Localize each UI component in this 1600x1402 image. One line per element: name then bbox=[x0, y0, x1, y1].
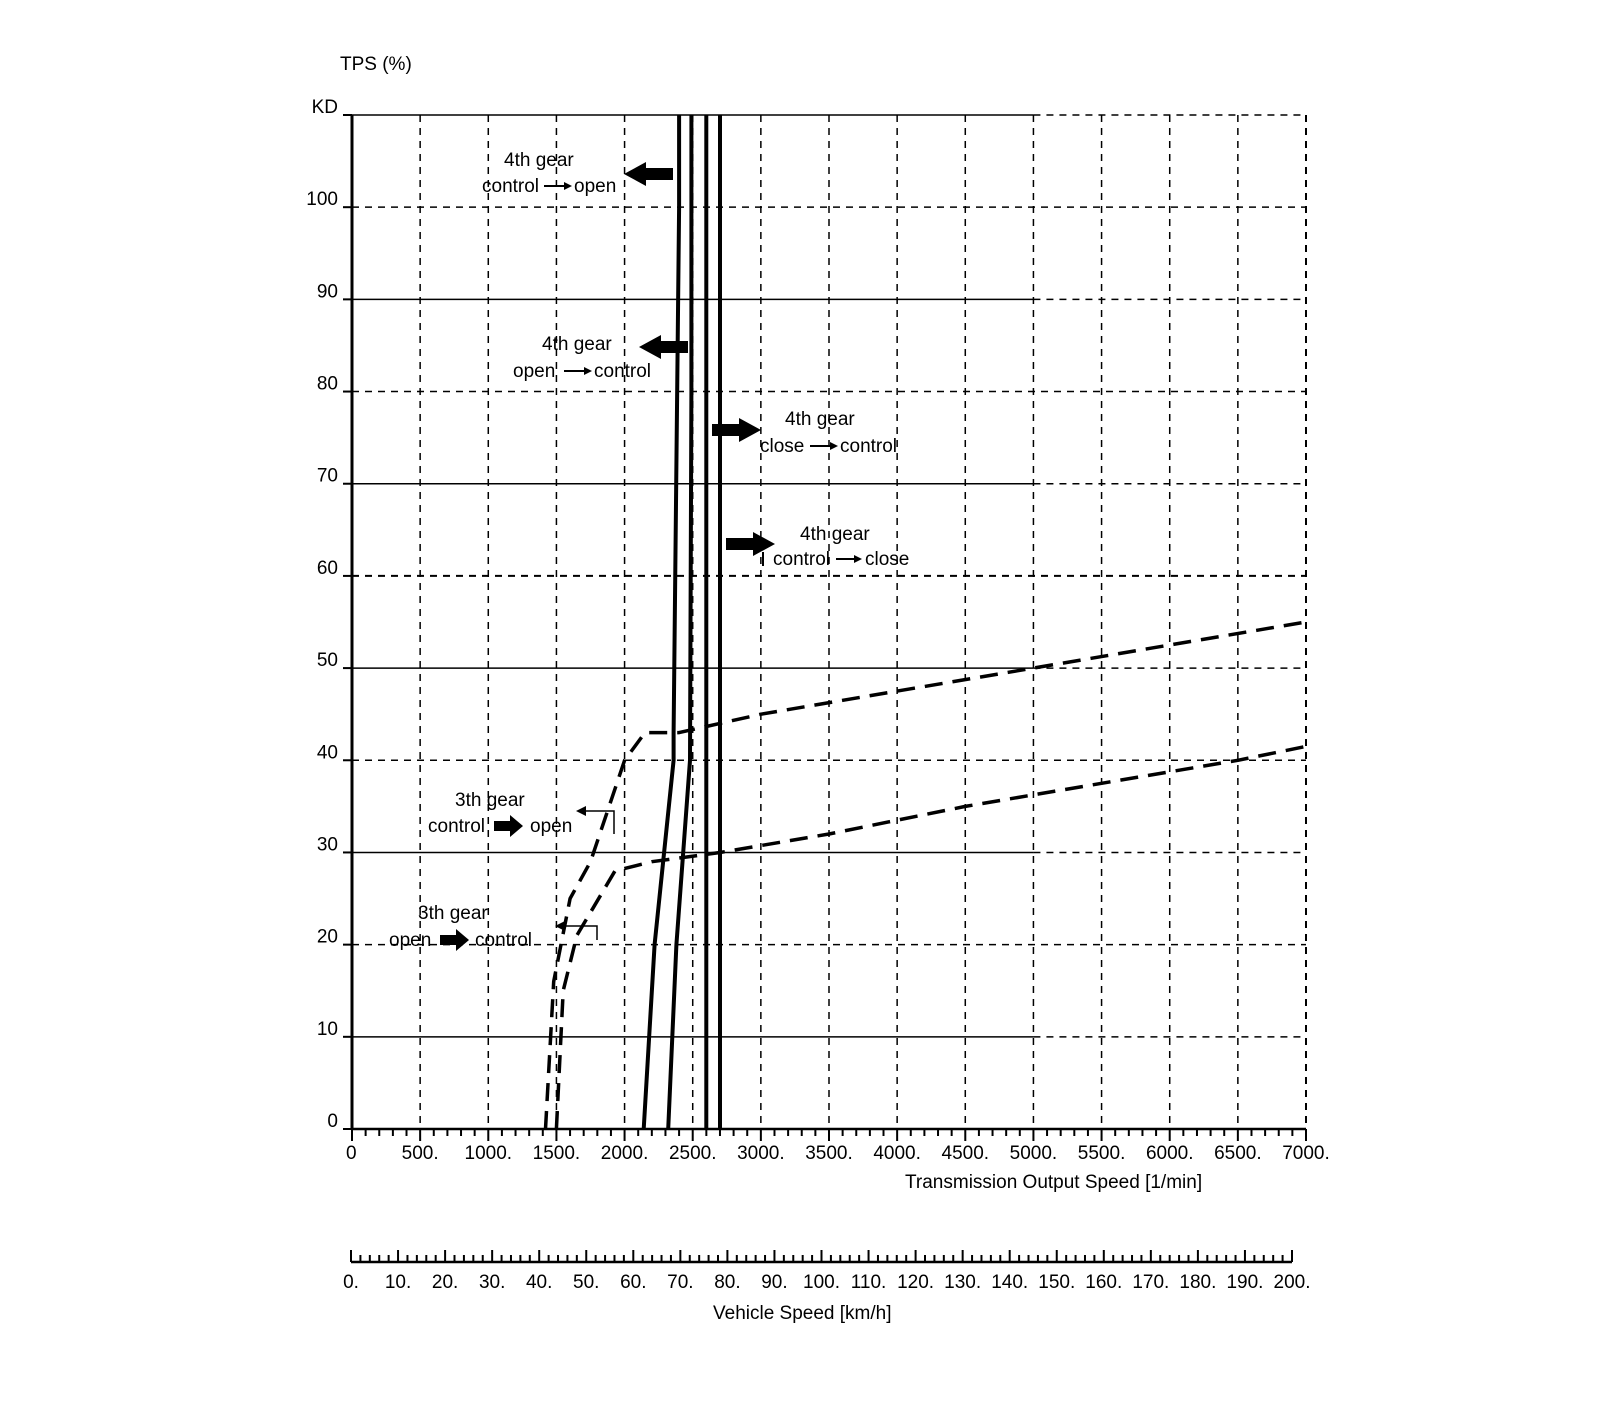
secondary-tick-label: 150. bbox=[1038, 1272, 1075, 1293]
secondary-tick-label: 50. bbox=[573, 1272, 599, 1293]
y-tick-label: 40 bbox=[317, 742, 338, 763]
annotation-to: control bbox=[594, 361, 651, 382]
annotation-4th-control-open: 4th gear control open bbox=[482, 150, 673, 197]
secondary-axis-title: Vehicle Speed [km/h] bbox=[713, 1303, 892, 1324]
y-tick-label: 10 bbox=[317, 1019, 338, 1040]
annotation-from: open bbox=[513, 361, 555, 382]
secondary-tick-label: 90. bbox=[761, 1272, 787, 1293]
right-arrow-icon bbox=[726, 532, 775, 556]
series-line bbox=[543, 620, 1307, 1130]
annotation-4th-control-close: 4th gear control close bbox=[726, 524, 909, 570]
x-tick-label: 6000. bbox=[1146, 1143, 1194, 1164]
y-tick-label: 60 bbox=[317, 558, 338, 579]
secondary-tick-label: 70. bbox=[667, 1272, 693, 1293]
annotation-4th-close-control: 4th gear close control bbox=[712, 409, 897, 457]
annotation-title: 3th gear bbox=[418, 903, 488, 924]
x-tick-label: 0 bbox=[346, 1143, 357, 1164]
x-axis-title: Transmission Output Speed [1/min] bbox=[905, 1172, 1202, 1193]
y-tick-label: 100 bbox=[306, 189, 338, 210]
annotation-3th-open-control: 3th gear open control bbox=[389, 903, 598, 951]
y-tick-label: 50 bbox=[317, 650, 338, 671]
secondary-tick-label: 0. bbox=[343, 1272, 359, 1293]
y-tick-label: 30 bbox=[317, 834, 338, 855]
right-arrow-icon bbox=[440, 929, 469, 951]
right-arrow-icon bbox=[712, 418, 761, 442]
secondary-tick-label: 100. bbox=[803, 1272, 840, 1293]
leader-line bbox=[557, 925, 598, 940]
x-tick-label: 2500. bbox=[669, 1143, 717, 1164]
annotation-title: 4th gear bbox=[504, 150, 574, 171]
secondary-tick-label: 80. bbox=[714, 1272, 740, 1293]
secondary-tick-label: 130. bbox=[944, 1272, 981, 1293]
leader-line bbox=[578, 810, 615, 834]
y-tick-label: 70 bbox=[317, 466, 338, 487]
annotation-to: close bbox=[865, 549, 909, 570]
annotation-to: open bbox=[530, 816, 572, 837]
annotation-from: control bbox=[428, 816, 485, 837]
small-arrowhead-icon bbox=[830, 442, 838, 450]
secondary-tick-label: 200. bbox=[1274, 1272, 1311, 1293]
series-line bbox=[641, 115, 682, 1130]
annotation-to: open bbox=[574, 176, 616, 197]
secondary-tick-label: 180. bbox=[1179, 1272, 1216, 1293]
annotation-title: 4th gear bbox=[800, 524, 870, 545]
secondary-tick-label: 20. bbox=[432, 1272, 458, 1293]
y-tick-label: 90 bbox=[317, 281, 338, 302]
x-tick-label: 500. bbox=[402, 1143, 439, 1164]
y-tick-label: 20 bbox=[317, 927, 338, 948]
secondary-tick-label: 60. bbox=[620, 1272, 646, 1293]
x-tick-label: 3500. bbox=[805, 1143, 853, 1164]
y-tick-label: KD bbox=[312, 97, 338, 118]
series-line bbox=[554, 744, 1307, 1130]
y-tick-label: 80 bbox=[317, 374, 338, 395]
left-arrow-icon bbox=[639, 335, 688, 359]
annotation-from: close bbox=[760, 436, 804, 457]
small-arrowhead-icon bbox=[564, 182, 572, 190]
x-tick-label: 1000. bbox=[465, 1143, 513, 1164]
secondary-tick-label: 10. bbox=[385, 1272, 411, 1293]
x-tick-label: 5000. bbox=[1010, 1143, 1058, 1164]
x-tick-label: 3000. bbox=[737, 1143, 785, 1164]
leader-arrowhead-icon bbox=[555, 921, 565, 931]
annotation-from: control bbox=[773, 549, 830, 570]
annotation-title: 4th gear bbox=[542, 334, 612, 355]
annotation-4th-open-control: 4th gear open control bbox=[513, 334, 688, 382]
annotation-from: control bbox=[482, 176, 539, 197]
series-line bbox=[666, 115, 694, 1130]
annotation-to: control bbox=[475, 930, 532, 951]
leader-arrowhead-icon bbox=[576, 806, 586, 816]
annotation-title: 3th gear bbox=[455, 790, 525, 811]
x-tick-label: 1500. bbox=[533, 1143, 581, 1164]
x-tick-label: 6500. bbox=[1214, 1143, 1262, 1164]
x-tick-label: 4500. bbox=[942, 1143, 990, 1164]
x-tick-label: 7000. bbox=[1282, 1143, 1330, 1164]
small-arrowhead-icon bbox=[854, 555, 862, 563]
small-arrowhead-icon bbox=[584, 367, 592, 375]
secondary-tick-label: 110. bbox=[851, 1272, 887, 1293]
secondary-tick-label: 120. bbox=[897, 1272, 934, 1293]
secondary-tick-label: 30. bbox=[479, 1272, 505, 1293]
annotation-3th-control-open: 3th gear control open bbox=[428, 790, 615, 837]
left-arrow-icon bbox=[624, 162, 673, 186]
y-axis-title: TPS (%) bbox=[340, 54, 412, 75]
right-arrow-icon bbox=[494, 815, 523, 837]
plot-layer: 0 10 20 30 40 50 60 70 80 90 100 KD 0 500. 1000. 1500. 2… bbox=[306, 97, 1329, 1293]
secondary-tick-label: 190. bbox=[1226, 1272, 1263, 1293]
annotation-title: 4th gear bbox=[785, 409, 855, 430]
annotation-to: control bbox=[840, 436, 897, 457]
annotation-from: open bbox=[389, 930, 431, 951]
y-tick-label: 0 bbox=[327, 1111, 338, 1132]
x-tick-label: 5500. bbox=[1078, 1143, 1126, 1164]
secondary-tick-label: 170. bbox=[1132, 1272, 1169, 1293]
secondary-tick-label: 40. bbox=[526, 1272, 552, 1293]
x-tick-label: 2000. bbox=[601, 1143, 649, 1164]
x-tick-label: 4000. bbox=[873, 1143, 921, 1164]
secondary-tick-label: 140. bbox=[991, 1272, 1028, 1293]
secondary-tick-label: 160. bbox=[1085, 1272, 1122, 1293]
